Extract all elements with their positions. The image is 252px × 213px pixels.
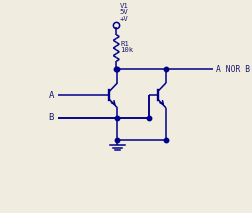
Text: A: A [48,91,54,100]
Text: B: B [48,113,54,122]
Text: V1
5V
+V: V1 5V +V [119,3,128,22]
Text: A NOR B: A NOR B [215,65,249,74]
Text: R1
10k: R1 10k [120,41,133,53]
